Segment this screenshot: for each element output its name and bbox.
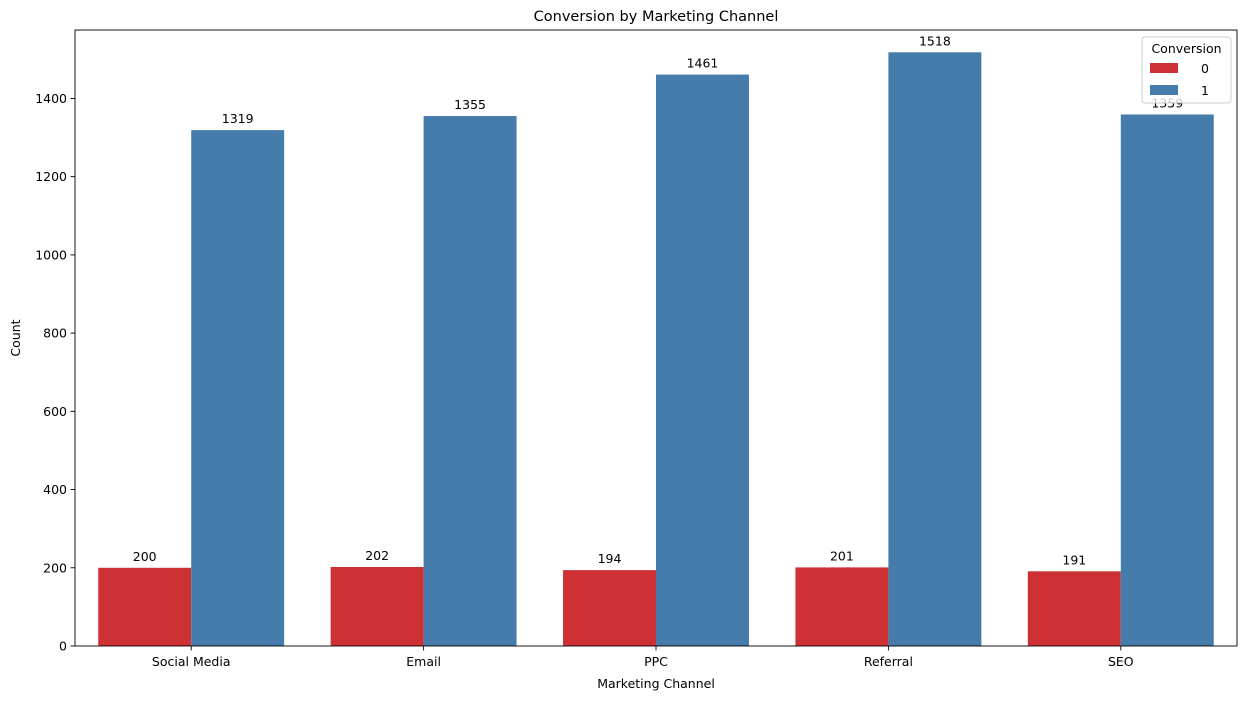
legend-swatch-1 bbox=[1150, 85, 1178, 95]
data-label: 1518 bbox=[919, 33, 951, 48]
bar-social-media-conversion-0 bbox=[98, 567, 192, 646]
y-tick-label: 1400 bbox=[35, 91, 67, 106]
y-tick-label: 600 bbox=[43, 404, 67, 419]
data-label: 200 bbox=[133, 549, 157, 564]
bar-ppc-conversion-1 bbox=[656, 74, 749, 647]
bar-email-conversion-1 bbox=[423, 116, 517, 647]
data-label: 1355 bbox=[454, 97, 486, 112]
legend-title: Conversion bbox=[1151, 41, 1221, 56]
bar-ppc-conversion-0 bbox=[563, 570, 656, 646]
bar-referral-conversion-0 bbox=[795, 567, 889, 646]
legend-label-1: 1 bbox=[1201, 83, 1209, 98]
x-tick-label: Social Media bbox=[152, 654, 231, 669]
data-label: 1461 bbox=[687, 56, 719, 71]
bar-seo-conversion-1 bbox=[1120, 114, 1214, 647]
data-label: 201 bbox=[830, 548, 854, 563]
legend-label-0: 0 bbox=[1201, 61, 1209, 76]
data-label: 191 bbox=[1062, 552, 1086, 567]
legend: Conversion 0 1 bbox=[1141, 36, 1232, 104]
x-tick-label: Email bbox=[406, 654, 441, 669]
y-axis-label: Count bbox=[8, 319, 23, 356]
x-tick-label: Referral bbox=[864, 654, 913, 669]
chart-title: Conversion by Marketing Channel bbox=[534, 9, 779, 25]
bars-layer bbox=[98, 52, 1214, 647]
bar-referral-conversion-1 bbox=[888, 52, 982, 647]
y-tick-label: 800 bbox=[43, 326, 67, 341]
legend-swatch-0 bbox=[1150, 63, 1178, 73]
bar-seo-conversion-0 bbox=[1027, 571, 1121, 646]
bar-social-media-conversion-1 bbox=[191, 130, 285, 646]
x-axis-label: Marketing Channel bbox=[597, 676, 715, 691]
x-tick-label: SEO bbox=[1108, 654, 1134, 669]
y-tick-label: 1200 bbox=[35, 169, 67, 184]
data-labels-layer: 20013192021355194146120115181911359 bbox=[133, 33, 1183, 567]
data-label: 202 bbox=[365, 548, 389, 563]
y-tick-label: 0 bbox=[59, 639, 67, 654]
x-tick-label: PPC bbox=[644, 654, 668, 669]
data-label: 194 bbox=[598, 551, 622, 566]
y-tick-label: 400 bbox=[43, 482, 67, 497]
y-tick-label: 1000 bbox=[35, 247, 67, 262]
bar-email-conversion-0 bbox=[330, 567, 424, 646]
data-label: 1319 bbox=[222, 111, 254, 126]
y-tick-label: 200 bbox=[43, 560, 67, 575]
